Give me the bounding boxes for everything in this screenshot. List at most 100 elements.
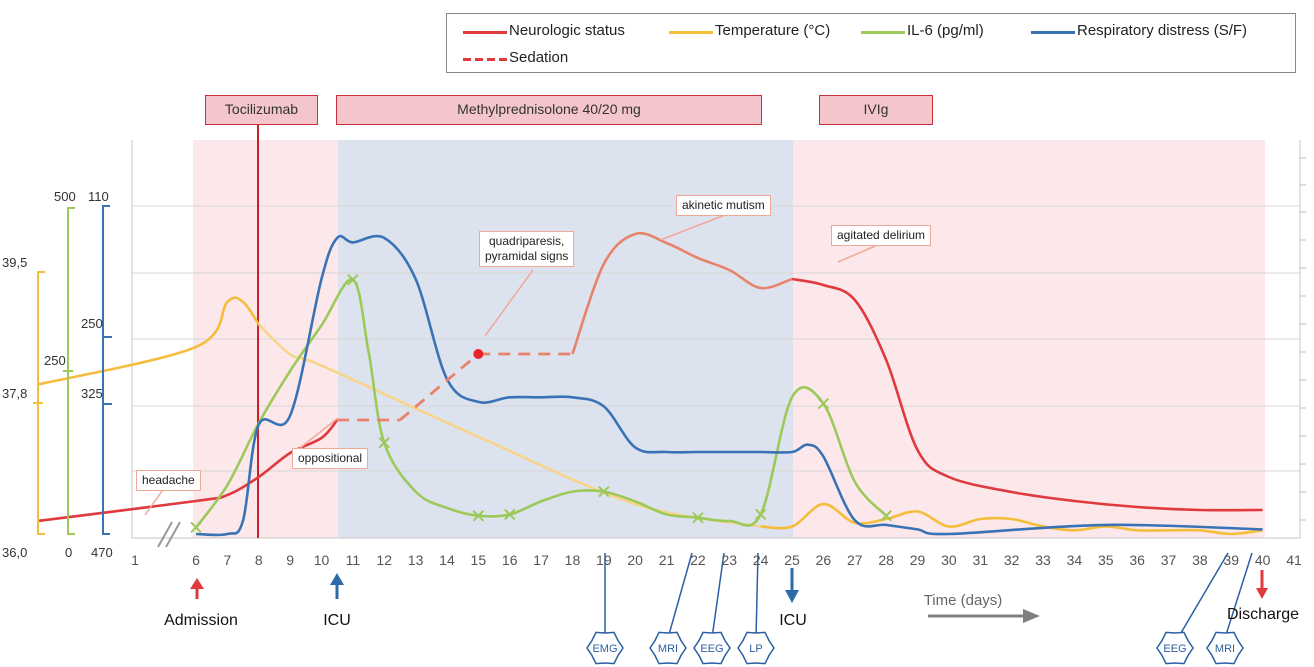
x-tick-label: 25: [784, 552, 800, 568]
event-icu-1: ICU: [323, 612, 351, 629]
x-tick-label: 14: [439, 552, 455, 568]
series-markers: [190, 274, 892, 534]
legend-sedation: Sedation: [509, 49, 569, 66]
x-tick-label: 15: [470, 552, 487, 568]
exam-badge-eeg2: EEG: [1156, 631, 1194, 665]
x-tick-label: 33: [1035, 552, 1051, 568]
exam-badge-label: EEG: [700, 643, 723, 655]
exam-badge-label: EMG: [592, 643, 617, 655]
exam-badge-label: LP: [749, 643, 762, 655]
x-tick-label: 28: [878, 552, 894, 568]
x-tick-label: 35: [1097, 552, 1114, 568]
time-axis-label: Time (days): [923, 592, 1003, 609]
x-tick-label: 22: [690, 552, 706, 568]
il6-point-marker: [754, 508, 767, 521]
x-tick-label: 20: [627, 552, 643, 568]
x-tick-label: 6: [192, 552, 200, 568]
il6-point-marker: [378, 437, 390, 449]
sedation-end-marker: [473, 349, 484, 359]
il6-point-marker: [472, 510, 485, 522]
exam-leaders: [604, 552, 1253, 639]
exam-badge-label: MRI: [658, 643, 678, 655]
x-tick-label: 7: [223, 552, 232, 568]
x-tick-label: 12: [376, 552, 393, 568]
x-tick-label: 34: [1066, 552, 1083, 568]
x-tick-label: 29: [909, 552, 926, 568]
treatment-ivig: IVIg: [819, 95, 933, 125]
legend-swatch-resp: [1031, 31, 1075, 34]
legend-temp: Temperature (°C): [715, 22, 831, 39]
left-axes: [33, 205, 112, 535]
exam-badge-emg: EMG: [586, 631, 624, 665]
annotation-quadriparesis: quadriparesis, pyramidal signs: [479, 231, 575, 267]
temperature-line-early: [38, 296, 260, 386]
x-tick-label: 26: [815, 552, 832, 568]
il6-point-marker: [190, 521, 202, 534]
x-tick-label: 9: [286, 552, 295, 568]
temp-axis-top: 39,5: [2, 255, 28, 270]
neurologic-status-line-late: [791, 277, 1263, 512]
annotation-quadriparesis-line2: pyramidal signs: [485, 249, 569, 263]
sf-axis-470: 470: [91, 545, 113, 560]
x-tick-label: 31: [972, 552, 989, 568]
exam-badge-mri1: MRI: [649, 631, 687, 665]
x-tick-label: 32: [1003, 552, 1020, 568]
neurologic-status-line: [38, 419, 339, 523]
event-icu-2: ICU: [779, 612, 807, 629]
il6-axis-bottom: 0: [65, 545, 73, 560]
series-lines: [38, 231, 1263, 537]
respiratory-distress-line: [195, 234, 1263, 537]
annotation-oppositional: oppositional: [292, 448, 369, 469]
x-tick-label: 17: [533, 552, 549, 568]
temperature-line-late: [760, 502, 1263, 536]
x-tick-label: 30: [941, 552, 957, 568]
x-tick-label: 37: [1160, 552, 1177, 568]
annotation-leaders: [144, 211, 881, 516]
exam-badge-label: EEG: [1163, 643, 1186, 655]
exam-badge-lp: LP: [737, 631, 775, 665]
temp-axis-bottom: 36,0: [2, 545, 28, 560]
treatment-tocilizumab: Tocilizumab: [205, 95, 318, 125]
exam-badge-eeg1: EEG: [693, 631, 731, 665]
treatment-methylprednisolone: Methylprednisolone 40/20 mg: [336, 95, 762, 125]
x-tick-label: 24: [752, 552, 769, 568]
x-tick-label: 16: [501, 552, 518, 568]
il6-axis-mid: 250: [44, 353, 66, 368]
il6-point-marker: [598, 485, 610, 498]
legend-swatch-sedation: [463, 58, 507, 61]
legend-swatch-il6: [861, 31, 905, 34]
x-tick-label: 10: [313, 552, 330, 568]
exam-badge-label: MRI: [1215, 643, 1235, 655]
sf-axis-325: 325: [81, 386, 103, 401]
x-tick-label: 38: [1192, 552, 1208, 568]
annotation-quadriparesis-line1: quadriparesis,: [489, 234, 565, 248]
x-tick-label: 23: [721, 552, 738, 568]
il6-point-marker: [504, 508, 516, 521]
x-tick-label: 1: [131, 552, 139, 568]
x-tick-label: 18: [564, 552, 581, 568]
legend: Neurologic status Temperature (°C) IL-6 …: [446, 13, 1296, 73]
il6-point-marker: [347, 274, 359, 286]
right-tick-marks: [1300, 157, 1306, 521]
neurologic-status-line-mid: [571, 231, 793, 355]
exam-badge-mri2: MRI: [1206, 631, 1244, 665]
legend-swatch-neuro: [463, 31, 507, 34]
sf-axis-250: 250: [81, 316, 103, 331]
legend-il6: IL-6 (pg/ml): [907, 22, 984, 39]
sedation-segment: [399, 352, 480, 422]
legend-swatch-temp: [669, 31, 713, 34]
x-tick-label: 36: [1129, 552, 1145, 568]
x-tick-label: 21: [658, 552, 675, 568]
temp-axis-mid: 37,8: [2, 386, 28, 401]
annotation-akinetic-mutism: akinetic mutism: [676, 195, 771, 216]
legend-resp: Respiratory distress (S/F): [1077, 22, 1248, 39]
il6-axis-top: 500: [54, 189, 76, 204]
exam-badges: EMG MRI EEG LP EEG MRI: [586, 631, 1244, 665]
event-admission: Admission: [164, 612, 238, 629]
annotation-headache: headache: [136, 470, 201, 491]
sf-axis-110: 110: [88, 189, 109, 204]
x-tick-label: 39: [1223, 552, 1240, 568]
il6-point-marker: [880, 510, 892, 522]
x-tick-label: 13: [407, 552, 424, 568]
x-tick-label: 8: [254, 552, 263, 568]
